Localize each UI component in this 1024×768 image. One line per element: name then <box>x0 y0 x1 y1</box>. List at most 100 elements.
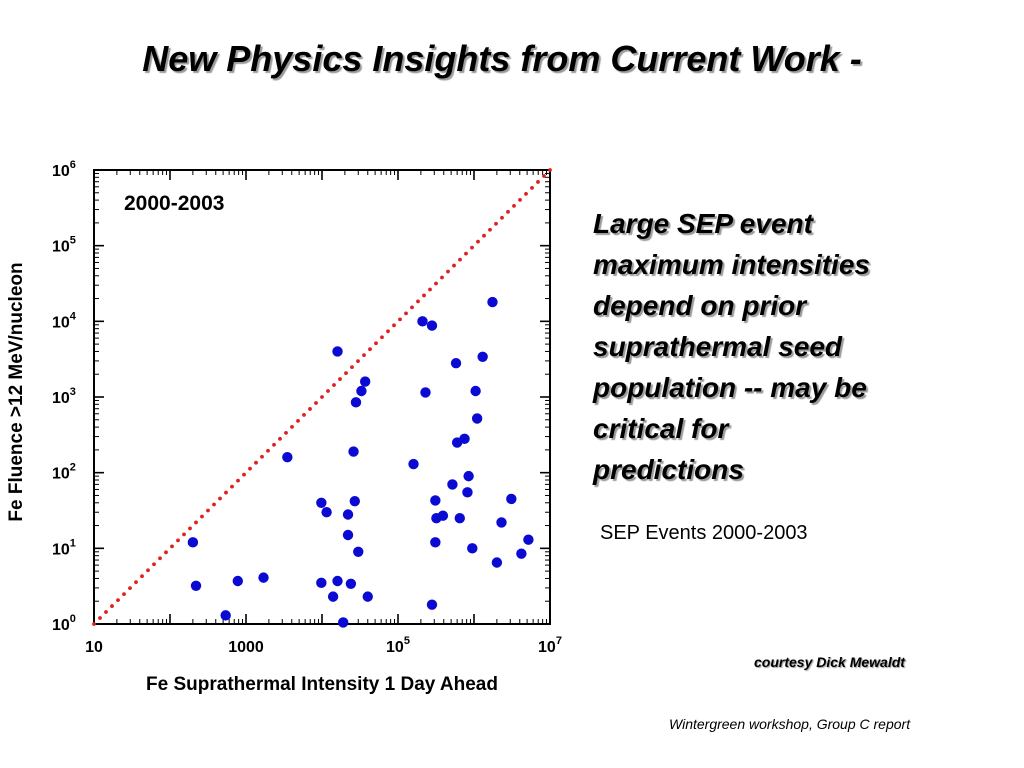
reference-dot <box>176 538 180 543</box>
reference-dot <box>338 377 342 381</box>
reference-dot <box>482 233 486 238</box>
bullet-text: Large SEP event maximum intensities depend… <box>593 203 1003 490</box>
data-point <box>232 575 243 587</box>
reference-dot <box>524 191 528 196</box>
reference-dot <box>218 496 222 501</box>
bullet-line: population -- may be <box>593 372 867 403</box>
reference-dot <box>506 209 510 214</box>
y-tick-exponent: 4 <box>70 310 77 322</box>
data-point <box>430 537 441 548</box>
reference-dot <box>320 395 324 399</box>
data-point <box>408 458 419 470</box>
reference-dot <box>236 478 240 483</box>
reference-dot <box>392 323 396 328</box>
y-tick-base: 10 <box>52 314 70 331</box>
reference-dot <box>140 574 144 579</box>
data-point <box>454 513 465 524</box>
major-ticks <box>93 169 551 625</box>
x-tick-base: 1000 <box>228 639 264 656</box>
reference-dot <box>284 430 288 435</box>
y-tick-base: 10 <box>52 466 70 483</box>
y-tick-label: 103 <box>52 386 76 407</box>
x-tick-label: 10 <box>85 639 103 656</box>
reference-dot <box>248 466 252 471</box>
reference-dot <box>386 329 390 334</box>
y-tick-label: 105 <box>52 235 76 256</box>
data-point <box>467 543 478 554</box>
data-point <box>349 495 360 507</box>
data-point <box>430 495 441 506</box>
y-tick-exponent: 6 <box>70 159 76 171</box>
reference-dot <box>158 556 162 561</box>
data-point <box>463 470 474 482</box>
y-tick-label: 104 <box>52 310 77 331</box>
data-point <box>450 357 462 369</box>
reference-dot <box>452 263 456 268</box>
reference-dot <box>128 586 132 591</box>
reference-dot <box>542 174 546 178</box>
reference-dot <box>356 359 360 364</box>
y-tick-label: 101 <box>52 537 76 558</box>
y-axis-title: Fe Fluence >12 MeV/nucleon <box>6 262 27 521</box>
reference-dot <box>152 562 156 567</box>
reference-dot <box>350 365 354 370</box>
data-point <box>506 493 517 505</box>
reference-dot <box>230 484 234 489</box>
data-point <box>353 546 364 557</box>
reference-dot <box>332 383 336 387</box>
bullet-line: critical for <box>593 413 729 444</box>
reference-dot <box>278 436 282 441</box>
y-tick-base: 10 <box>52 390 70 407</box>
data-point <box>345 578 357 589</box>
reference-dot <box>518 197 522 202</box>
reference-dot <box>254 460 258 465</box>
reference-dot <box>134 580 138 585</box>
data-points <box>187 296 534 628</box>
data-point <box>491 557 503 568</box>
reference-dot <box>164 550 168 555</box>
reference-dot <box>314 401 318 405</box>
reference-dot <box>536 180 540 184</box>
x-tick-base: 10 <box>538 639 556 656</box>
reference-dot <box>434 281 438 286</box>
reference-dot <box>512 203 516 208</box>
footer-text: Wintergreen workshop, Group C report <box>669 716 911 732</box>
y-tick-exponent: 2 <box>70 462 76 474</box>
reference-dot <box>272 442 276 447</box>
data-point <box>447 479 458 490</box>
bullet-line: maximum intensities <box>593 249 870 280</box>
reference-dot <box>446 269 450 274</box>
data-point <box>316 577 327 589</box>
reference-dot <box>464 251 468 256</box>
data-point <box>523 534 534 545</box>
y-tick-exponent: 0 <box>70 613 76 625</box>
reference-dot <box>374 341 378 346</box>
reference-dot <box>380 335 384 340</box>
reference-dot <box>398 317 402 322</box>
reference-dot <box>206 508 210 513</box>
credit-text: courtesy Dick Mewaldt <box>754 654 905 670</box>
data-point <box>487 296 498 308</box>
y-tick-base: 10 <box>52 163 70 180</box>
reference-dot <box>296 418 300 423</box>
y-tick-exponent: 5 <box>70 235 76 247</box>
reference-dot <box>116 598 120 603</box>
data-point <box>327 591 339 602</box>
reference-dot <box>476 239 480 244</box>
bullet-line: depend on prior <box>593 290 807 321</box>
data-point <box>321 507 332 518</box>
y-tick-base: 10 <box>52 541 70 558</box>
x-tick-label: 107 <box>538 635 562 656</box>
data-point <box>220 610 231 621</box>
x-tick-label: 105 <box>386 635 410 656</box>
reference-dot <box>110 604 114 608</box>
reference-dot <box>470 245 474 250</box>
chart-caption: SEP Events 2000-2003 <box>600 522 808 544</box>
reference-dot <box>170 544 174 549</box>
reference-dot <box>344 371 348 376</box>
reference-line-dotted <box>92 168 552 626</box>
slide-title: New Physics Insights from Current Work - <box>142 38 862 79</box>
x-tick-labels: 10 1000 105 107 <box>85 635 562 656</box>
data-point <box>332 346 343 357</box>
y-tick-exponent: 3 <box>70 386 76 398</box>
